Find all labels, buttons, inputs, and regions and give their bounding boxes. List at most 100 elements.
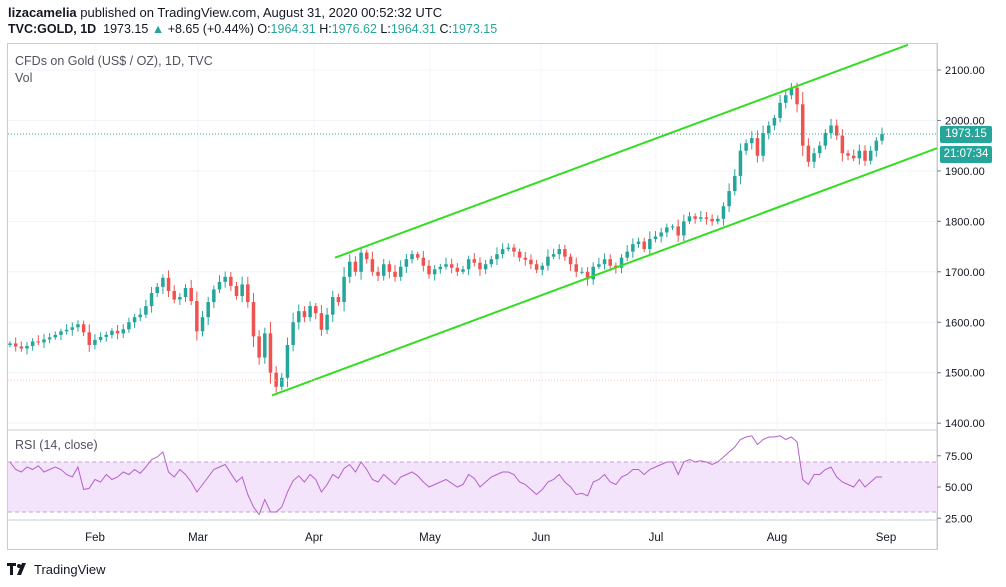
candle-body <box>483 264 488 270</box>
candle-body <box>495 254 499 260</box>
chart-title: CFDs on Gold (US$ / OZ), 1D, TVC <box>15 54 213 68</box>
candle-body <box>421 257 426 266</box>
candle-body <box>449 264 454 268</box>
candle-body <box>653 236 658 240</box>
candle-body <box>540 265 545 270</box>
candle-body <box>631 244 635 252</box>
candle-body <box>110 330 114 335</box>
volume-label: Vol <box>15 71 33 85</box>
candle-body <box>557 249 562 255</box>
candle-body <box>863 150 867 161</box>
candle-body <box>268 333 273 373</box>
candle-body <box>98 336 103 340</box>
author-name[interactable]: lizacamelia <box>8 5 77 20</box>
candle-body <box>319 313 324 330</box>
candle-body <box>574 264 578 272</box>
price-tick-label: 1400.00 <box>945 418 985 430</box>
publish-info: lizacamelia published on TradingView.com… <box>8 5 442 20</box>
candle-body <box>868 150 873 161</box>
candle-body <box>76 324 80 328</box>
candle-body <box>710 218 714 222</box>
candle-body <box>806 145 811 162</box>
candle-body <box>121 329 126 334</box>
candle-body <box>523 257 528 260</box>
candle-body <box>455 267 460 272</box>
candle-body <box>200 317 205 332</box>
candle-body <box>64 329 69 332</box>
channel-lower-line <box>271 147 938 397</box>
candle-body <box>432 269 437 275</box>
candle-body <box>795 87 799 105</box>
price-tick-label: 1900.00 <box>945 166 985 178</box>
candle-body <box>716 218 720 222</box>
candle-body <box>580 271 584 273</box>
candle-body <box>551 254 556 257</box>
candle-body <box>478 262 482 270</box>
candle-body <box>195 301 199 332</box>
candle-body <box>840 135 845 154</box>
candle-body <box>733 175 737 192</box>
candle-body <box>812 153 816 162</box>
candle-body <box>336 297 341 303</box>
candle-body <box>359 252 363 272</box>
candle-body <box>789 87 794 96</box>
candle-body <box>13 343 18 347</box>
candle-body <box>659 232 663 237</box>
candle-body <box>823 133 828 146</box>
candle-body <box>461 269 465 272</box>
rsi-tick-label: 50.00 <box>945 482 973 494</box>
candle-body <box>87 332 92 345</box>
candle-body <box>648 239 652 250</box>
candle-body <box>670 226 675 228</box>
close-value: 1973.15 <box>452 22 498 36</box>
price-tick-label: 2100.00 <box>945 65 985 77</box>
countdown-badge: 21:07:34 <box>940 146 992 163</box>
candle-body <box>534 264 539 270</box>
candle-body <box>302 311 307 318</box>
open-value: 1964.31 <box>270 22 316 36</box>
candle-body <box>665 227 669 233</box>
candle-body <box>676 226 680 236</box>
candle-body <box>381 264 386 276</box>
rsi-line <box>9 435 882 516</box>
candle-body <box>874 140 879 151</box>
candle-body <box>149 292 154 307</box>
candle-body <box>47 337 52 340</box>
candle-body <box>155 286 159 293</box>
candle-body <box>144 306 148 315</box>
candle-body <box>246 284 250 303</box>
candles-group <box>8 82 884 393</box>
candle-body <box>212 289 216 303</box>
candle-body <box>42 339 46 343</box>
candle-body <box>444 264 448 267</box>
candle-body <box>625 251 629 258</box>
candle-body <box>682 221 686 236</box>
candle-body <box>393 271 397 277</box>
candle-body <box>817 145 822 154</box>
candle-body <box>70 327 75 330</box>
candle-body <box>234 285 239 297</box>
candle-body <box>36 341 41 343</box>
candle-body <box>308 306 312 318</box>
candle-body <box>183 287 188 298</box>
candle-body <box>291 322 295 345</box>
candle-body <box>8 343 12 345</box>
candle-body <box>438 266 443 270</box>
candle-body <box>687 216 692 222</box>
symbol-info: TVC:GOLD, 1D 1973.15 ▲ +8.65 (+0.44%) O:… <box>8 22 497 36</box>
candle-body <box>857 150 862 159</box>
candle-body <box>466 259 471 270</box>
candle-body <box>240 284 244 297</box>
footer-brand-label: TradingView <box>34 561 106 577</box>
footer-brand[interactable]: TradingView <box>6 561 106 577</box>
candle-body <box>330 297 335 315</box>
candle-body <box>223 276 227 282</box>
candle-body <box>546 256 550 266</box>
candle-body <box>472 259 477 263</box>
candle-body <box>398 266 403 277</box>
candle-body <box>563 249 567 257</box>
rsi-tick-label: 25.00 <box>945 513 973 525</box>
candle-body <box>410 254 414 260</box>
change-value: +8.65 (+0.44%) <box>167 22 254 36</box>
